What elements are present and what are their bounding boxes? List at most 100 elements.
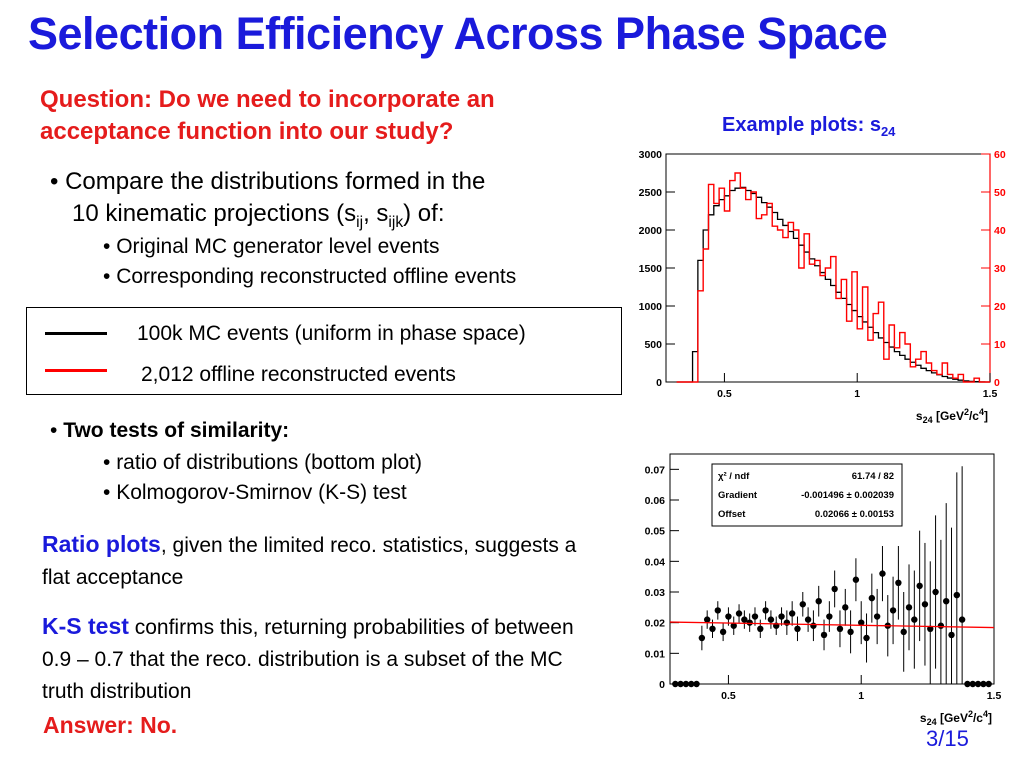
data-point xyxy=(762,607,769,614)
y-tick-label-left: 0 xyxy=(656,377,662,389)
data-point xyxy=(799,601,806,608)
data-point xyxy=(980,680,987,688)
data-point xyxy=(735,610,743,617)
compare-pre: 10 kinematic projections (s xyxy=(72,200,357,227)
data-point xyxy=(852,576,860,583)
compare-line1-text: Compare the distributions formed in the xyxy=(65,168,486,195)
compare-line-1: • Compare the distributions formed in th… xyxy=(50,168,486,195)
data-point xyxy=(958,616,966,623)
list-item: • Original MC generator level events xyxy=(103,235,440,258)
y-tick-label-left: 500 xyxy=(644,339,662,351)
compare-bullet: • Compare the distributions formed in th… xyxy=(50,166,610,239)
y-tick-label-right: 10 xyxy=(994,339,1006,351)
data-point xyxy=(730,622,737,629)
data-point xyxy=(873,613,881,620)
data-point xyxy=(820,631,828,639)
example-plots-label: Example plots: s24 xyxy=(722,114,895,139)
data-point xyxy=(725,613,732,620)
data-point xyxy=(974,680,982,688)
data-point xyxy=(682,680,690,688)
ks-lead: K-S test xyxy=(42,613,129,639)
mc-histogram-series xyxy=(676,186,990,383)
y-tick-label-left: 1500 xyxy=(639,263,663,275)
data-point xyxy=(703,616,711,623)
data-point xyxy=(672,680,679,688)
ratio-paragraph: Ratio plots, given the limited reco. sta… xyxy=(42,528,602,594)
list-item-text: Kolmogorov-Smirnov (K-S) test xyxy=(116,481,407,504)
data-point xyxy=(709,625,716,632)
x-axis-label: s24 [GeV2/c4] xyxy=(920,709,992,727)
y-tick-label-left: 2000 xyxy=(639,225,663,237)
data-point xyxy=(985,680,992,688)
data-point xyxy=(905,604,913,611)
list-item-text: Corresponding reconstructed offline even… xyxy=(116,265,517,288)
data-point xyxy=(719,628,727,636)
compare-subitems: • Original MC generator level events • C… xyxy=(103,232,623,292)
list-item: • ratio of distributions (bottom plot) xyxy=(103,451,422,474)
y-tick-label-right: 20 xyxy=(994,301,1006,313)
x-tick-label: 1.5 xyxy=(987,690,1002,702)
data-point xyxy=(804,616,812,623)
compare-line-2: 10 kinematic projections (sij, sijk) of: xyxy=(50,198,610,239)
data-point xyxy=(688,680,695,688)
data-point xyxy=(942,598,950,605)
list-item-text: ratio of distributions (bottom plot) xyxy=(116,451,422,474)
data-point xyxy=(969,680,976,688)
answer-text: Answer: No. xyxy=(43,712,178,738)
x-tick-label: 1.5 xyxy=(983,388,998,400)
question-text: Question: Do we need to incorporate an a… xyxy=(40,86,495,145)
stats-box xyxy=(711,463,903,527)
data-point xyxy=(895,579,902,586)
legend-reco-label: 2,012 offline reconstructed events xyxy=(141,363,456,386)
data-point xyxy=(778,613,785,620)
legend-reco-line xyxy=(45,369,107,372)
histogram-chart: 0 500 1000 1500 2000 2500 3000 0 10 20 30 40 50 60 0.5… xyxy=(639,149,1006,425)
data-point xyxy=(751,613,759,620)
stats-label: Offset xyxy=(718,509,746,520)
y-tick-label-right: 40 xyxy=(994,225,1006,237)
data-point xyxy=(953,591,961,599)
data-point xyxy=(889,607,897,614)
legend-mc-line xyxy=(45,332,107,335)
data-point xyxy=(868,594,876,602)
data-point xyxy=(927,625,934,632)
data-point xyxy=(788,610,796,617)
list-item: • Kolmogorov-Smirnov (K-S) test xyxy=(103,481,407,504)
list-item-text: Original MC generator level events xyxy=(116,235,440,258)
x-tick-label: 0.5 xyxy=(717,388,732,400)
stats-label: Gradient xyxy=(718,490,758,501)
data-point xyxy=(858,619,865,626)
ratio-lead: Ratio plots xyxy=(42,531,161,557)
y-tick-label: 0 xyxy=(659,679,665,691)
stats-label: χ² / ndf xyxy=(718,471,750,482)
data-point xyxy=(879,570,886,577)
compare-comma: , s xyxy=(363,200,389,227)
y-tick-label: 0.05 xyxy=(645,526,666,538)
sub-ijk: ijk xyxy=(388,213,404,231)
data-point xyxy=(964,680,971,688)
y-tick-label: 0.03 xyxy=(645,587,666,599)
ratio-chart: 0 0.01 0.02 0.03 0.04 0.05 0.06 0.07 0.5 1 1.5 s24 … xyxy=(645,453,1002,727)
example-label-pre: Example plots: s xyxy=(722,114,881,136)
y-tick-label: 0.06 xyxy=(645,495,666,507)
stats-value: 61.74 / 82 xyxy=(852,471,894,482)
y-tick-label-right: 0 xyxy=(994,377,1000,389)
data-point xyxy=(677,680,684,688)
list-item: • Corresponding reconstructed offline ev… xyxy=(103,265,517,288)
x-tick-label: 1 xyxy=(854,388,860,400)
data-point xyxy=(937,622,945,629)
data-point xyxy=(911,616,918,623)
data-point xyxy=(783,619,791,626)
data-point xyxy=(932,588,939,596)
plot-frame xyxy=(669,453,995,685)
data-point xyxy=(741,616,748,623)
compare-post: ) of: xyxy=(403,200,445,227)
data-point xyxy=(921,601,929,608)
example-label-sub: 24 xyxy=(880,124,896,139)
tests-heading: • Two tests of similarity: xyxy=(50,419,290,442)
stats-value: -0.001496 ± 0.002039 xyxy=(801,490,894,501)
data-point xyxy=(714,607,722,614)
data-point xyxy=(900,628,907,636)
legend-box: 100k MC events (uniform in phase space) … xyxy=(26,307,622,395)
y-tick-label-right: 50 xyxy=(994,187,1006,199)
